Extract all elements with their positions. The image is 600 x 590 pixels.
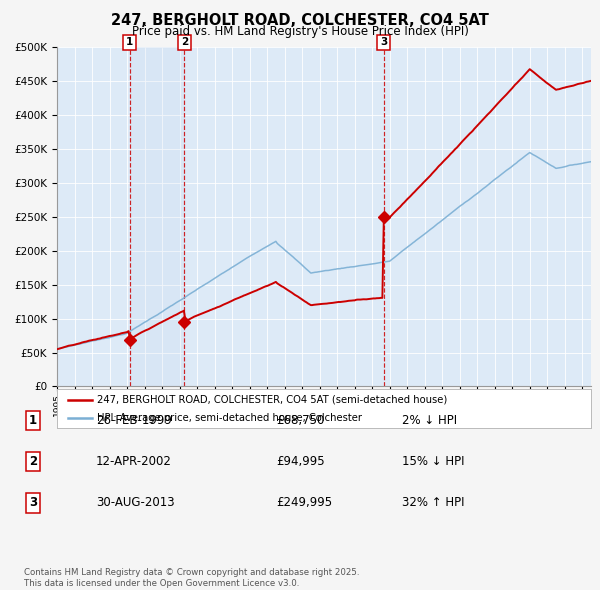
Text: HPI: Average price, semi-detached house, Colchester: HPI: Average price, semi-detached house,… [97, 413, 362, 423]
Text: 1: 1 [126, 37, 133, 47]
Text: 3: 3 [29, 496, 37, 510]
Text: £94,995: £94,995 [276, 455, 325, 468]
Text: 12-APR-2002: 12-APR-2002 [96, 455, 172, 468]
Text: 2: 2 [181, 37, 188, 47]
Text: £249,995: £249,995 [276, 496, 332, 510]
Text: Price paid vs. HM Land Registry's House Price Index (HPI): Price paid vs. HM Land Registry's House … [131, 25, 469, 38]
Text: 2% ↓ HPI: 2% ↓ HPI [402, 414, 457, 427]
Text: 1: 1 [29, 414, 37, 427]
Text: 247, BERGHOLT ROAD, COLCHESTER, CO4 5AT: 247, BERGHOLT ROAD, COLCHESTER, CO4 5AT [111, 13, 489, 28]
Text: 32% ↑ HPI: 32% ↑ HPI [402, 496, 464, 510]
Text: 30-AUG-2013: 30-AUG-2013 [96, 496, 175, 510]
Text: Contains HM Land Registry data © Crown copyright and database right 2025.
This d: Contains HM Land Registry data © Crown c… [24, 568, 359, 588]
Text: 26-FEB-1999: 26-FEB-1999 [96, 414, 172, 427]
Text: 2: 2 [29, 455, 37, 468]
Text: 3: 3 [380, 37, 388, 47]
Text: 15% ↓ HPI: 15% ↓ HPI [402, 455, 464, 468]
Text: 247, BERGHOLT ROAD, COLCHESTER, CO4 5AT (semi-detached house): 247, BERGHOLT ROAD, COLCHESTER, CO4 5AT … [97, 395, 448, 405]
Text: £68,750: £68,750 [276, 414, 325, 427]
Bar [130, 47, 184, 386]
